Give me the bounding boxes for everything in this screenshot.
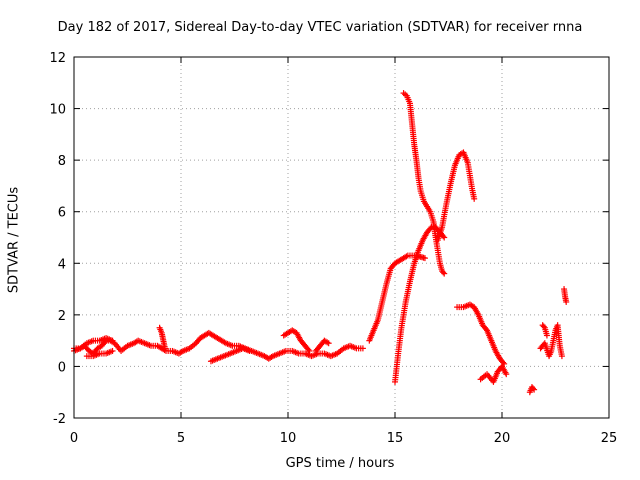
data-point <box>427 225 434 232</box>
tick-labels: 0 5 10 15 20 25 -2 0 2 4 6 8 10 12 <box>49 51 617 446</box>
chart-title: Day 182 of 2017, Sidereal Day-to-day VTE… <box>57 20 583 35</box>
y-axis-label: SDTVAR / TECUs <box>6 186 22 294</box>
y-tick-label: 8 <box>58 154 66 169</box>
x-tick-label: 20 <box>494 431 511 446</box>
data-point <box>440 269 447 276</box>
data-point <box>359 345 366 352</box>
data-point <box>503 371 510 378</box>
x-tick-label: 10 <box>280 431 297 446</box>
y-tick-label: -2 <box>53 412 66 427</box>
x-tick-label: 15 <box>387 431 404 446</box>
data-point <box>305 346 312 353</box>
data-point <box>161 345 168 352</box>
data-point <box>109 337 116 344</box>
data-point <box>109 347 116 354</box>
data-point <box>441 270 448 277</box>
y-tick-label: 0 <box>58 360 66 375</box>
x-axis-label: GPS time / hours <box>285 456 395 471</box>
x-tick-label: 25 <box>601 431 618 446</box>
axis-ticks <box>73 56 610 419</box>
y-tick-label: 2 <box>58 309 66 324</box>
data-point <box>325 340 332 347</box>
data-point <box>563 298 570 305</box>
data-point <box>500 359 507 366</box>
data-point <box>246 347 253 354</box>
plot-frame <box>73 56 610 419</box>
data-point <box>441 234 448 241</box>
data-point <box>531 386 538 393</box>
y-tick-label: 12 <box>49 51 66 66</box>
data-point <box>543 332 550 339</box>
y-tick-label: 4 <box>58 257 66 272</box>
data-point <box>482 326 489 333</box>
data-point <box>306 347 313 354</box>
data-point <box>421 255 428 262</box>
grid-lines <box>74 57 609 418</box>
data-points <box>71 90 570 396</box>
data-point <box>471 195 478 202</box>
x-tick-label: 5 <box>177 431 185 446</box>
data-point <box>530 385 537 392</box>
y-tick-label: 6 <box>58 206 66 221</box>
x-tick-label: 0 <box>70 431 78 446</box>
y-tick-label: 10 <box>49 103 66 118</box>
data-point <box>558 353 565 360</box>
data-point <box>540 323 547 330</box>
